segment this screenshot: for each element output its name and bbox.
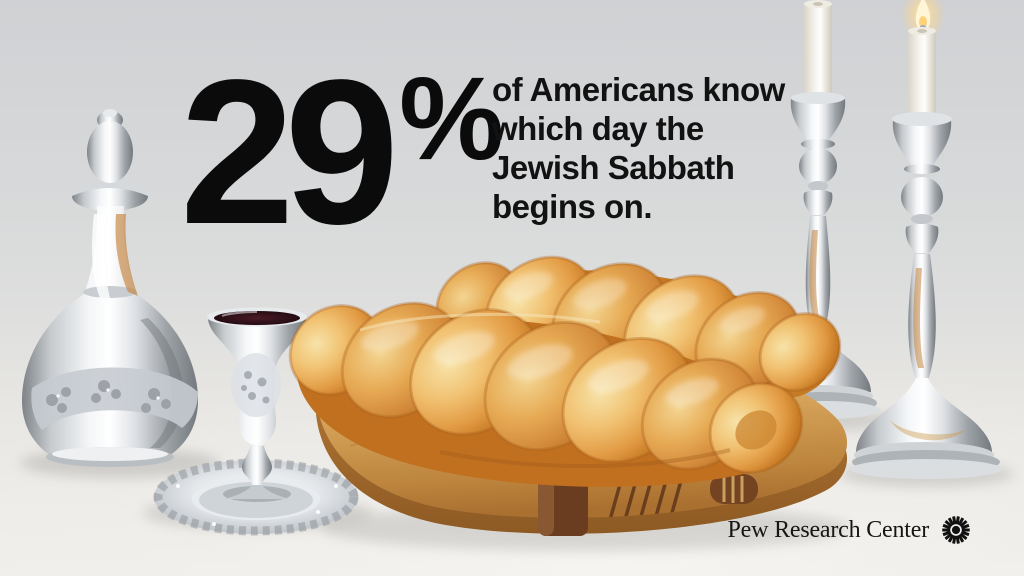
candle-right xyxy=(908,30,936,128)
stat-headline: 29 % xyxy=(180,37,504,267)
stat-description-line: begins on. xyxy=(492,188,652,225)
stat-description-line: which day the xyxy=(492,110,704,147)
stat-percent-sign: % xyxy=(399,53,504,185)
attribution: Pew Research Center xyxy=(728,513,973,547)
board-foot-right xyxy=(710,474,758,504)
stat-number: 29 xyxy=(180,37,399,267)
candlestick-right xyxy=(850,0,1002,479)
challah-loaf-near xyxy=(288,301,804,487)
candlestick-left xyxy=(765,0,880,419)
attribution-text: Pew Research Center xyxy=(727,517,930,543)
stat-description: of Americans know which day the Jewish S… xyxy=(492,70,785,226)
stat-description-line: of Americans know xyxy=(492,71,785,108)
candle-left xyxy=(804,3,832,101)
kiddush-cup xyxy=(207,307,307,499)
wine-decanter xyxy=(21,109,199,467)
stat-description-line: Jewish Sabbath xyxy=(492,149,735,186)
pew-starburst-icon xyxy=(942,516,970,544)
